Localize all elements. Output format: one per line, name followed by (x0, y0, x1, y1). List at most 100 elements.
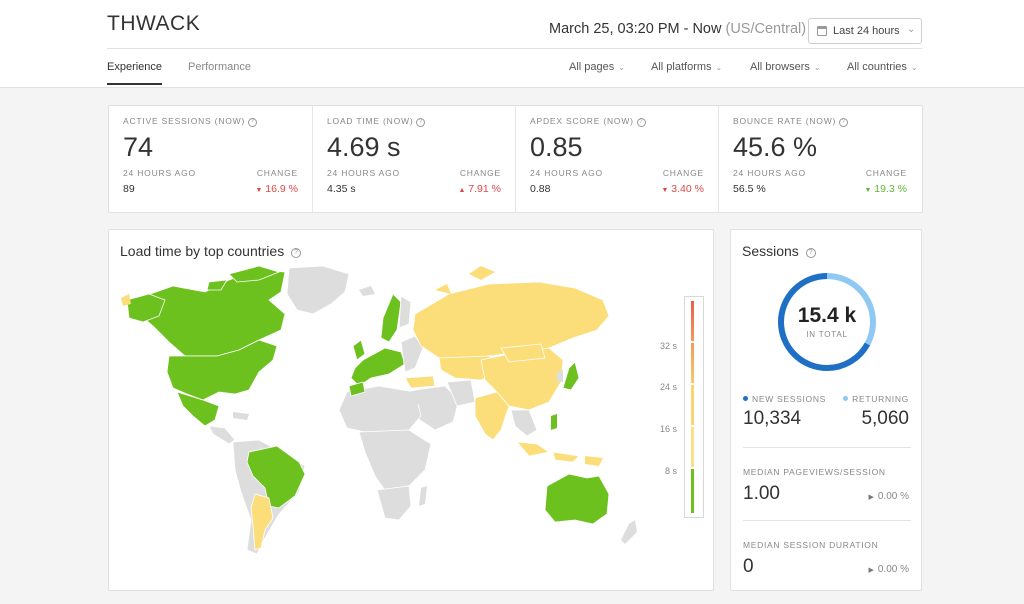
kpi-change-value: 16.9 % (265, 183, 298, 195)
kpi-change-label: CHANGE (459, 168, 501, 178)
map-country-turkey[interactable] (404, 375, 436, 389)
help-icon[interactable]: ? (416, 118, 426, 127)
sessions-donut (778, 273, 876, 371)
legend-color-24s (691, 385, 694, 425)
kpi-label: ACTIVE SESSIONS (NOW)? (123, 116, 258, 127)
map-country-central-america[interactable] (208, 425, 236, 445)
time-range-dropdown[interactable]: Last 24 hours ⌄ (808, 18, 922, 44)
kpi-value: 45.6 % (733, 132, 818, 162)
map-country-caribbean[interactable] (233, 412, 249, 420)
legend-label: 8 s (664, 466, 677, 476)
map-country-russia[interactable] (412, 281, 610, 361)
filter-pages-label: All pages (569, 61, 615, 73)
filter-browsers[interactable]: All browsers ⌄ (750, 61, 821, 73)
map-country-usa-alaska[interactable] (126, 293, 166, 323)
kpi-label-text: ACTIVE SESSIONS (NOW) (123, 116, 246, 126)
kpi-change: ▼ 3.40 % (661, 183, 704, 195)
kpi-change-value: 19.3 % (874, 183, 907, 195)
kpi-previous-value: 56.5 % (733, 183, 766, 195)
map-country-uk[interactable] (352, 339, 366, 361)
kpi-label: LOAD TIME (NOW)? (327, 116, 426, 127)
tab-performance[interactable]: Performance (188, 61, 251, 73)
returning-dot-icon (843, 396, 849, 401)
chevron-down-icon: ⌄ (910, 63, 918, 72)
help-icon[interactable]: ? (839, 118, 849, 127)
tab-experience[interactable]: Experience (107, 61, 163, 85)
kpi-label-text: APDEX SCORE (NOW) (530, 116, 634, 126)
map-country-finland[interactable] (398, 295, 412, 329)
map-country-argentina[interactable] (250, 493, 274, 551)
map-country-greenland[interactable] (286, 265, 350, 315)
map-country-egypt[interactable] (407, 390, 421, 406)
map-country-canada-islands[interactable] (206, 265, 281, 291)
chevron-down-icon: ⌄ (813, 63, 821, 72)
pageviews-value: 1.00 (743, 483, 780, 504)
help-icon[interactable]: ? (805, 248, 816, 258)
returning-value: 5,060 (861, 408, 909, 429)
kpi-value: 4.69 s (327, 132, 401, 162)
map-country-western-europe[interactable] (350, 347, 406, 387)
map-country-russia-north[interactable] (435, 266, 495, 294)
time-range-text: March 25, 03:20 PM - Now (549, 21, 722, 37)
help-icon[interactable]: ? (636, 118, 646, 127)
map-country-central-africa[interactable] (358, 429, 432, 497)
timezone-text: (US/Central) (725, 21, 807, 37)
map-country-aleutian[interactable] (121, 294, 131, 306)
new-sessions-label-text: NEW SESSIONS (752, 394, 827, 404)
legend-label: 24 s (659, 382, 677, 392)
map-country-eastern-europe[interactable] (400, 335, 424, 373)
kpi-label: APDEX SCORE (NOW)? (530, 116, 646, 127)
map-country-southeast-asia[interactable] (510, 409, 538, 437)
chevron-down-icon: ⌄ (715, 63, 723, 72)
kpi-label: BOUNCE RATE (NOW)? (733, 116, 849, 127)
map-country-usa[interactable] (166, 339, 278, 401)
map-country-brazil[interactable] (246, 445, 306, 509)
legend-color-32s (691, 343, 694, 383)
kpi-ago-label: 24 HOURS AGO (123, 168, 196, 178)
map-title-text: Load time by top countries (120, 243, 285, 259)
map-country-korea[interactable] (557, 370, 563, 382)
filter-countries-label: All countries (847, 61, 907, 73)
kpi-load-time: LOAD TIME (NOW)? 4.69 s 24 HOURS AGO CHA… (312, 106, 515, 212)
header-divider (107, 48, 922, 49)
map-country-japan[interactable] (562, 361, 580, 391)
filter-platforms[interactable]: All platforms ⌄ (651, 61, 722, 73)
sessions-total-value: 15.4 k (797, 304, 857, 327)
chevron-down-icon: ⌄ (907, 24, 916, 35)
map-country-norway-sweden[interactable] (380, 293, 402, 343)
map-country-morocco[interactable] (348, 381, 366, 397)
donut-segment-new (778, 273, 876, 371)
kpi-value: 0.85 (530, 132, 583, 162)
map-country-australia[interactable] (544, 473, 610, 525)
filter-pages[interactable]: All pages ⌄ (569, 61, 625, 73)
kpi-previous-value: 4.35 s (327, 183, 356, 195)
map-country-png[interactable] (585, 456, 603, 466)
kpi-change: ▲ 7.91 % (458, 183, 501, 195)
filter-countries[interactable]: All countries ⌄ (847, 61, 918, 73)
map-country-iceland[interactable] (359, 286, 375, 296)
duration-label: MEDIAN SESSION DURATION (743, 540, 879, 550)
new-sessions-dot-icon (743, 396, 748, 401)
sessions-card: Sessions ? 15.4 k IN TOTAL NEW SESSIONS … (730, 229, 922, 591)
map-country-indonesia[interactable] (516, 441, 580, 463)
kpi-ago-label: 24 HOURS AGO (327, 168, 400, 178)
map-country-philippines[interactable] (551, 414, 557, 430)
map-country-mexico[interactable] (176, 391, 220, 427)
map-country-south-africa[interactable] (376, 485, 412, 521)
kpi-ago-label: 24 HOURS AGO (733, 168, 806, 178)
help-icon[interactable]: ? (291, 248, 302, 258)
chevron-down-icon: ⌄ (618, 63, 625, 72)
pageviews-change-value: 0.00 % (877, 491, 909, 502)
kpi-change-value: 7.91 % (468, 183, 501, 195)
map-country-mongolia[interactable] (500, 343, 546, 363)
filter-platforms-label: All platforms (651, 61, 712, 73)
map-country-new-zealand[interactable] (621, 520, 637, 544)
kpi-label-text: LOAD TIME (NOW) (327, 116, 414, 126)
triangle-right-icon: ▶ (868, 494, 874, 501)
calendar-icon (817, 26, 827, 36)
map-country-madagascar[interactable] (419, 486, 427, 506)
arrow-up-icon: ▲ (458, 187, 466, 194)
kpi-change: ▼ 19.3 % (864, 183, 907, 195)
kpi-change-label: CHANGE (256, 168, 298, 178)
help-icon[interactable]: ? (248, 118, 258, 127)
